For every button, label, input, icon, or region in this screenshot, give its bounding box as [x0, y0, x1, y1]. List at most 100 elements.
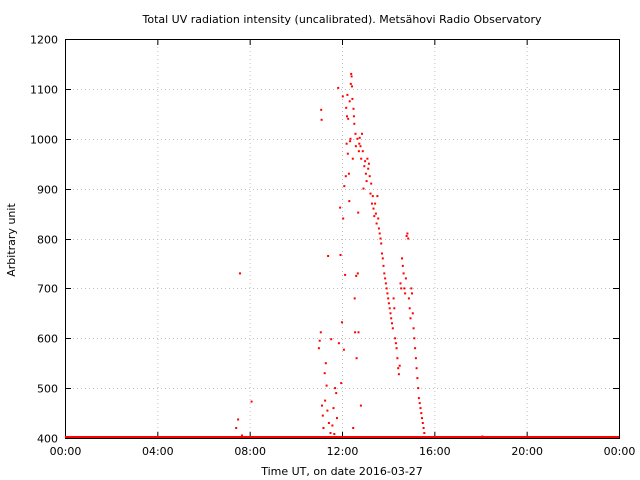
data-point: [354, 331, 357, 334]
data-point: [421, 422, 424, 424]
data-point: [331, 424, 334, 427]
data-point: [385, 287, 388, 290]
x-tick-label: 20:00: [511, 445, 543, 458]
data-point: [326, 409, 329, 412]
data-point: [351, 97, 354, 100]
data-point: [376, 195, 379, 198]
data-point: [346, 152, 349, 155]
data-point: [397, 373, 400, 376]
y-axis: 400 500 600 700 800 900 1000 1100 1200: [30, 34, 619, 446]
data-point: [381, 252, 383, 255]
data-point: [400, 287, 403, 290]
data-point: [386, 292, 389, 295]
data-point: [346, 93, 349, 96]
data-point: [411, 312, 414, 315]
data-point: [345, 106, 348, 109]
data-point: [324, 399, 327, 402]
data-point: [349, 140, 352, 143]
data-point: [384, 282, 387, 285]
data-point: [354, 132, 357, 135]
data-point: [411, 292, 413, 295]
data-point: [378, 232, 381, 235]
data-point: [353, 122, 356, 125]
chart-title: Total UV radiation intensity (uncalibrat…: [142, 13, 542, 26]
data-point: [356, 137, 359, 140]
data-point: [358, 136, 361, 139]
data-point: [374, 212, 377, 215]
data-point: [377, 217, 380, 220]
data-point: [398, 364, 401, 367]
data-point: [410, 287, 413, 290]
data-point: [349, 82, 352, 85]
y-tick-label: 1100: [30, 84, 58, 97]
data-point: [250, 400, 253, 403]
y-tick-label: 700: [37, 283, 58, 296]
data-point: [393, 307, 396, 310]
data-point: [358, 142, 361, 145]
data-point: [423, 432, 426, 434]
data-point: [319, 331, 322, 334]
y-axis-label: Arbitrary unit: [5, 203, 18, 277]
data-point: [365, 180, 368, 183]
data-point: [414, 347, 417, 350]
data-point: [367, 162, 370, 165]
data-point: [352, 107, 355, 110]
data-point: [356, 272, 359, 275]
data-point: [341, 321, 343, 324]
data-point: [420, 412, 423, 415]
data-point: [389, 312, 392, 315]
data-point: [357, 211, 360, 214]
data-point: [357, 150, 360, 153]
data-point: [387, 297, 390, 300]
data-point: [373, 215, 376, 218]
x-tick-label: 12:00: [327, 445, 359, 458]
data-points: [65, 72, 619, 438]
data-point: [363, 165, 366, 168]
data-point: [350, 75, 353, 78]
data-point: [359, 145, 362, 148]
data-point: [392, 297, 395, 300]
data-point: [381, 257, 384, 260]
data-point: [353, 297, 356, 300]
data-point: [404, 277, 407, 280]
data-point: [401, 257, 403, 260]
data-point: [366, 157, 369, 160]
data-point: [352, 427, 355, 429]
data-point: [342, 348, 345, 351]
data-point: [384, 277, 387, 280]
data-point: [379, 237, 382, 240]
y-tick-label: 800: [37, 234, 58, 247]
x-tick-label: 16:00: [419, 445, 451, 458]
data-point: [408, 307, 411, 310]
data-point: [343, 185, 346, 188]
data-point: [399, 282, 402, 285]
data-point: [409, 317, 412, 320]
data-point: [362, 187, 365, 190]
data-point: [371, 202, 373, 205]
data-point: [394, 337, 397, 340]
data-point: [354, 145, 357, 148]
y-tick-label: 600: [37, 333, 58, 346]
data-point: [350, 72, 353, 75]
data-point: [407, 297, 410, 300]
data-point: [364, 172, 367, 175]
data-point: [332, 407, 335, 410]
x-tick-label: 04:00: [142, 445, 174, 458]
data-point: [341, 95, 344, 98]
data-point: [406, 232, 409, 235]
data-point: [372, 207, 375, 210]
data-point: [404, 292, 407, 295]
data-point: [342, 217, 345, 220]
data-point: [374, 202, 377, 205]
data-point: [329, 432, 332, 434]
y-tick-label: 400: [37, 433, 58, 446]
data-point: [333, 433, 336, 435]
data-point: [367, 167, 370, 170]
data-point: [413, 337, 416, 340]
data-point: [422, 427, 425, 429]
data-point: [337, 86, 340, 89]
data-point: [368, 175, 371, 178]
data-point: [416, 377, 419, 380]
data-point: [364, 160, 367, 163]
data-point: [348, 200, 351, 203]
